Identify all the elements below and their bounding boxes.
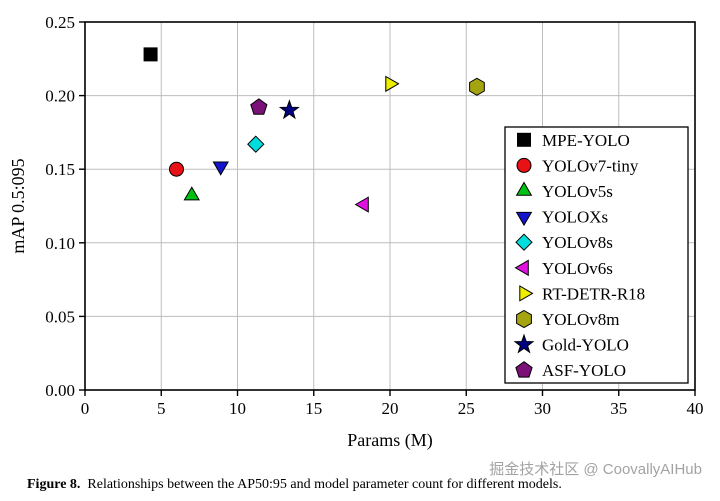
legend-item: YOLOv8m xyxy=(516,309,619,329)
hexagon-icon xyxy=(516,309,532,329)
x-tick-label: 10 xyxy=(229,399,246,418)
legend-label: YOLOXs xyxy=(542,208,608,227)
legend-box xyxy=(504,126,689,384)
legend-item: YOLOXs xyxy=(515,208,608,227)
point-ASF-YOLO xyxy=(250,98,268,115)
legend-item: YOLOv6s xyxy=(514,259,613,278)
chart-layer: 0 5 10 15 20 25 30 35 40 0.00 0.05 0.10 0.15 0.20 0.25… xyxy=(45,13,703,418)
point-YOLOv8m xyxy=(469,77,485,96)
square-icon xyxy=(517,132,531,147)
y-axis-label: mAP 0.5:095 xyxy=(8,158,28,253)
legend-label: ASF-YOLO xyxy=(542,361,626,380)
legend-item: YOLOv7-tiny xyxy=(516,156,639,175)
point-YOLOv8s xyxy=(247,135,265,153)
point-YOLOXs xyxy=(212,161,229,176)
circle-icon xyxy=(516,157,532,173)
y-tick-label: 0.20 xyxy=(45,87,75,106)
triangle-up-icon xyxy=(515,181,533,196)
x-tick-label: 15 xyxy=(305,399,322,418)
legend-item: RT-DETR-R18 xyxy=(519,284,645,303)
scatter-chart: Params (M) mAP 0.5:095 0 5 10 15 20 25 30 35 400… xyxy=(8,13,704,451)
x-tick-label: 0 xyxy=(81,399,90,418)
legend-label: Gold-YOLO xyxy=(542,336,629,355)
x-tick-label: 20 xyxy=(382,399,399,418)
y-tick-label: 0.25 xyxy=(45,13,75,32)
x-tick-label: 40 xyxy=(687,399,704,418)
point-YOLOv5s xyxy=(183,186,200,201)
triangle-down-icon xyxy=(515,211,533,227)
point-RT-DETR-R18 xyxy=(385,75,400,93)
x-tick-label: 30 xyxy=(534,399,551,418)
legend-label: YOLOv6s xyxy=(542,259,613,278)
triangle-right-icon xyxy=(519,285,534,302)
legend: MPE-YOLO YOLOv7-tiny YOLOv5s YOLOXs YOLOv8s Y… xyxy=(504,126,689,384)
legend-item: ASF-YOLO xyxy=(515,361,626,380)
triangle-left-icon xyxy=(514,259,529,277)
y-tick-label: 0.10 xyxy=(45,234,75,253)
legend-label: RT-DETR-R18 xyxy=(542,284,645,303)
point-MPE-YOLO xyxy=(143,47,158,62)
y-tick-label: 0.05 xyxy=(45,307,75,326)
x-tick-label: 25 xyxy=(458,399,475,418)
y-tick-label: 0.00 xyxy=(45,381,75,400)
diamond-icon xyxy=(515,233,533,251)
caption-text: Relationships between the AP50:95 and mo… xyxy=(87,477,562,492)
legend-label: YOLOv8m xyxy=(542,310,619,329)
point-YOLOv6s xyxy=(354,196,369,213)
legend-label: MPE-YOLO xyxy=(542,131,630,150)
y-tick-label: 0.15 xyxy=(45,160,75,179)
watermark: 掘金技术社区 @ CoovallyAIHub xyxy=(489,461,702,478)
pentagon-icon xyxy=(515,361,533,378)
legend-item: YOLOv5s xyxy=(515,181,613,201)
x-axis-label: Params (M) xyxy=(347,430,432,451)
star-icon xyxy=(513,333,535,354)
point-YOLOv7-tiny xyxy=(169,161,184,177)
point-Gold-YOLO xyxy=(278,99,300,120)
legend-item: Gold-YOLO xyxy=(513,333,629,355)
x-tick-label: 35 xyxy=(610,399,627,418)
legend-item: YOLOv8s xyxy=(515,233,613,252)
legend-label: YOLOv7-tiny xyxy=(542,156,639,175)
figure-caption: Figure 8. Relationships between the AP50:… xyxy=(27,477,713,493)
legend-label: YOLOv5s xyxy=(542,182,613,201)
caption-label: Figure 8. xyxy=(27,477,81,492)
x-tick-label: 5 xyxy=(157,399,166,418)
legend-item: MPE-YOLO xyxy=(517,131,630,150)
legend-label: YOLOv8s xyxy=(542,233,613,252)
